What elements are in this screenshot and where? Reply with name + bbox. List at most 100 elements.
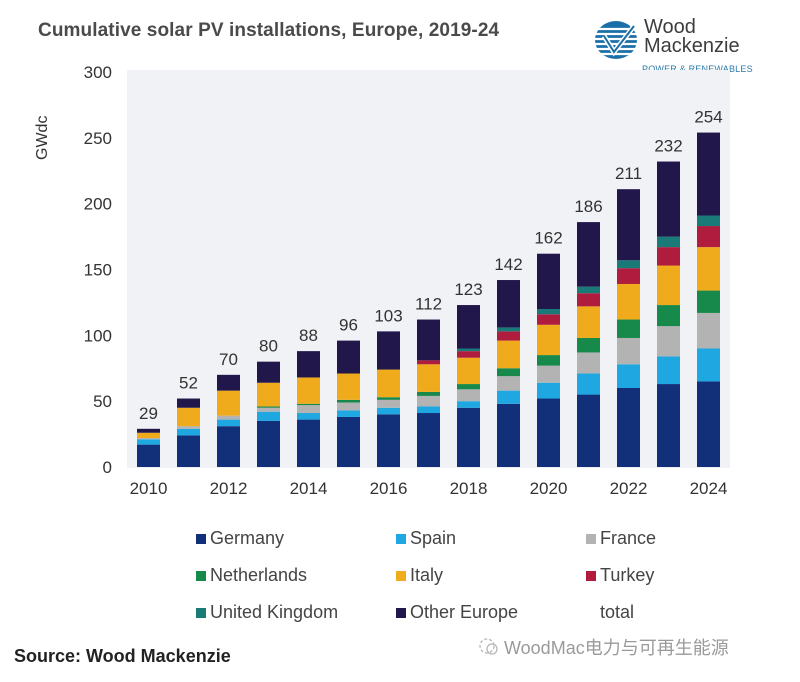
total-label: 254 [694, 108, 722, 127]
bar-segment-other-europe [337, 340, 360, 374]
bar-segment-italy [217, 390, 240, 416]
bar-segment-germany [577, 394, 600, 467]
legend-item-france: France [586, 528, 656, 549]
bar-segment-other-europe [377, 331, 400, 370]
bar-segment-other-europe [177, 398, 200, 408]
bar-segment-italy [257, 382, 280, 407]
bar-segment-spain [457, 401, 480, 408]
bar-segment-france [657, 326, 680, 357]
logo-line2: Mackenzie [644, 35, 740, 57]
legend-item-total: total [586, 602, 634, 623]
legend-label: Italy [410, 565, 444, 585]
bar-segment-netherlands [377, 397, 400, 400]
bar-segment-spain [337, 410, 360, 417]
x-tick-label: 2022 [610, 479, 648, 498]
legend-swatch [196, 533, 206, 544]
bar-segment-germany [537, 398, 560, 467]
bar-segment-united-kingdom [537, 309, 560, 315]
legend-swatch [396, 570, 406, 581]
bar-segment-germany [457, 407, 480, 467]
bar-segment-france [297, 405, 320, 414]
bar-segment-united-kingdom [457, 348, 480, 352]
total-label: 80 [259, 337, 278, 356]
logo-line1: Wood [644, 16, 696, 38]
bar-segment-france [377, 399, 400, 408]
total-label: 70 [219, 350, 238, 369]
bar-segment-turkey [657, 247, 680, 266]
bar-segment-spain [257, 411, 280, 421]
legend-swatch [586, 570, 596, 581]
bar-segment-germany [497, 403, 520, 467]
bar-segment-spain [177, 428, 200, 436]
bar-segment-italy [457, 357, 480, 385]
bar-segment-other-europe [297, 351, 320, 378]
x-tick-label: 2014 [290, 479, 328, 498]
total-label: 123 [454, 280, 482, 299]
bar-segment-spain [657, 356, 680, 385]
bar-segment-germany [417, 413, 440, 467]
bar-segment-germany [697, 381, 720, 467]
bar-segment-germany [257, 420, 280, 467]
source-note: Source: Wood Mackenzie [14, 646, 231, 666]
bar-segment-italy [577, 306, 600, 338]
legend-item-united-kingdom: United Kingdom [196, 602, 338, 623]
total-label: 112 [415, 295, 442, 314]
bar-segment-france [497, 376, 520, 391]
bar-segment-other-europe [497, 280, 520, 328]
total-label: 186 [574, 197, 602, 216]
legend-item-other-europe: Other Europe [396, 602, 518, 623]
bar-segment-france [537, 365, 560, 383]
bar-segment-italy [497, 340, 520, 369]
y-tick-label: 0 [103, 458, 112, 477]
legend-label: United Kingdom [210, 602, 339, 622]
bar-segment-germany [377, 414, 400, 467]
legend-label: Germany [210, 528, 285, 548]
wood-mackenzie-logo: Wood Mackenzie POWER & RENEWABLES [594, 16, 764, 80]
y-tick-label: 50 [93, 392, 112, 411]
bar-segment-netherlands [297, 403, 320, 406]
bar-segment-france [697, 312, 720, 349]
legend-item-spain: Spain [396, 528, 456, 549]
legend-swatch [396, 607, 406, 618]
bar-segment-germany [657, 384, 680, 467]
bar-segment-other-europe [217, 374, 240, 391]
bar-segment-turkey [617, 268, 640, 284]
bar-segment-italy [417, 364, 440, 392]
bar-segment-spain [297, 413, 320, 420]
bar-segment-other-europe [417, 319, 440, 361]
bar-segment-italy [177, 407, 200, 427]
bar-segment-france [217, 415, 240, 420]
y-axis-ticks: 0 50 100 150 200 250 300 [84, 63, 112, 477]
bar-segment-italy [617, 283, 640, 320]
total-label: 211 [615, 164, 642, 183]
bar-segment-other-europe [617, 189, 640, 261]
stacked-bar-chart: 0 50 100 150 200 250 300 29 52 70 80 88 96 103 112 123… [84, 63, 728, 498]
total-label: 88 [299, 326, 318, 345]
legend-item-germany: Germany [196, 528, 284, 549]
bar-segment-turkey [417, 360, 440, 365]
bar-segment-turkey [537, 314, 560, 325]
bar-segment-italy [697, 247, 720, 291]
legend-item-italy: Italy [396, 565, 443, 586]
legend-item-netherlands: Netherlands [196, 565, 307, 586]
total-labels: 29 52 70 80 88 96 103 112 123 142 162 186 211 232 254 [139, 108, 723, 423]
legend-label: Other Europe [410, 602, 519, 622]
bar-segment-turkey [697, 226, 720, 248]
bar-segment-italy [537, 324, 560, 356]
bar-segment-turkey [577, 293, 600, 307]
legend-label: Turkey [600, 565, 655, 585]
bar-segment-netherlands [457, 384, 480, 390]
x-tick-label: 2018 [450, 479, 488, 498]
bar-segment-spain [417, 406, 440, 414]
watermark: WoodMac电力与可再生能源 [478, 634, 729, 660]
bar-segment-netherlands [577, 337, 600, 353]
bar-segment-netherlands [657, 305, 680, 327]
y-tick-label: 300 [84, 63, 112, 82]
bar-segment-france [457, 389, 480, 402]
bar-segment-united-kingdom [697, 215, 720, 227]
bar-segment-germany [137, 444, 160, 467]
x-tick-label: 2020 [530, 479, 568, 498]
legend-label: Netherlands [210, 565, 308, 585]
bar-segment-france [257, 407, 280, 412]
bar-segment-united-kingdom [617, 260, 640, 269]
